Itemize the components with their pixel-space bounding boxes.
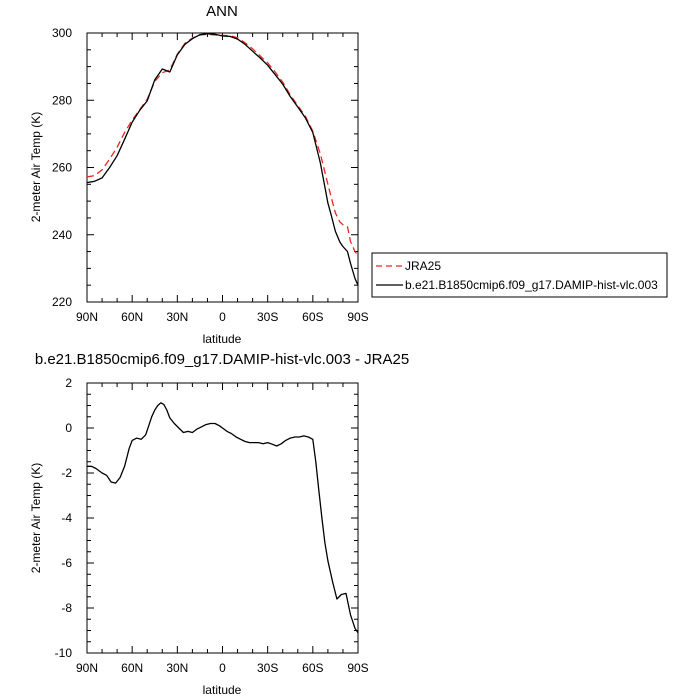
y-tick-label: -10 — [55, 646, 73, 660]
series-line-difference — [87, 402, 359, 634]
chart-title: b.e21.B1850cmip6.f09_g17.DAMIP-hist-vlc.… — [35, 351, 409, 368]
y-tick-label: 280 — [52, 93, 72, 107]
y-tick-label: -6 — [61, 556, 72, 570]
legend: JRA25 b.e21.B1850cmip6.f09_g17.DAMIP-his… — [371, 252, 668, 298]
y-tick-label: 220 — [52, 295, 72, 309]
chart-title: ANN — [206, 3, 238, 20]
plot-frame — [86, 32, 359, 303]
series-line-model — [86, 33, 359, 286]
x-tick-label: 90N — [76, 310, 98, 324]
x-tick-label: 30S — [257, 661, 278, 675]
legend-label-jra25: JRA25 — [405, 259, 441, 273]
x-tick-label: 60N — [121, 661, 143, 675]
y-tick-label: 300 — [52, 26, 72, 40]
x-tick-label: 60S — [302, 310, 323, 324]
x-tick-label: 90N — [76, 661, 98, 675]
x-tick-label: 30N — [166, 661, 188, 675]
x-tick-label: 90S — [347, 310, 368, 324]
x-axis-label: latitude — [203, 683, 242, 697]
plot-frame — [86, 382, 359, 654]
x-tick-label: 60N — [121, 310, 143, 324]
y-tick-label: -8 — [61, 601, 72, 615]
difference-line-chart: b.e21.B1850cmip6.f09_g17.DAMIP-hist-vlc.… — [29, 351, 409, 697]
x-tick-label: 60S — [302, 661, 323, 675]
x-tick-label: 0 — [219, 310, 226, 324]
x-tick-label: 90S — [347, 661, 368, 675]
y-tick-label: 2 — [65, 376, 72, 390]
legend-label-model: b.e21.B1850cmip6.f09_g17.DAMIP-hist-vlc.… — [405, 278, 658, 292]
y-tick-label: -4 — [61, 511, 72, 525]
y-tick-label: 0 — [65, 421, 72, 435]
temperature-line-chart: ANN 90N 60N 30N 0 30S 60S 90S 220 240 260 280 300 l… — [29, 3, 369, 346]
y-tick-label: -2 — [61, 466, 72, 480]
y-tick-label: 260 — [52, 161, 72, 175]
y-axis-label: 2-meter Air Temp (K) — [29, 463, 43, 573]
legend-box — [371, 252, 668, 298]
series-lines — [86, 33, 359, 286]
x-tick-label: 0 — [219, 661, 226, 675]
y-axis-label: 2-meter Air Temp (K) — [29, 112, 43, 222]
series-line-jra25 — [86, 33, 359, 256]
x-axis-label: latitude — [203, 332, 242, 346]
x-tick-label: 30S — [257, 310, 278, 324]
axis-ticks: 90N 60N 30N 0 30S 60S 90S 220 240 260 280 300 — [52, 26, 369, 324]
y-tick-label: 240 — [52, 228, 72, 242]
series-lines — [87, 402, 359, 634]
x-tick-label: 30N — [166, 310, 188, 324]
axis-ticks: 90N 60N 30N 0 30S 60S 90S -10 -8 -6 -4 -2 0 2 — [55, 376, 369, 675]
